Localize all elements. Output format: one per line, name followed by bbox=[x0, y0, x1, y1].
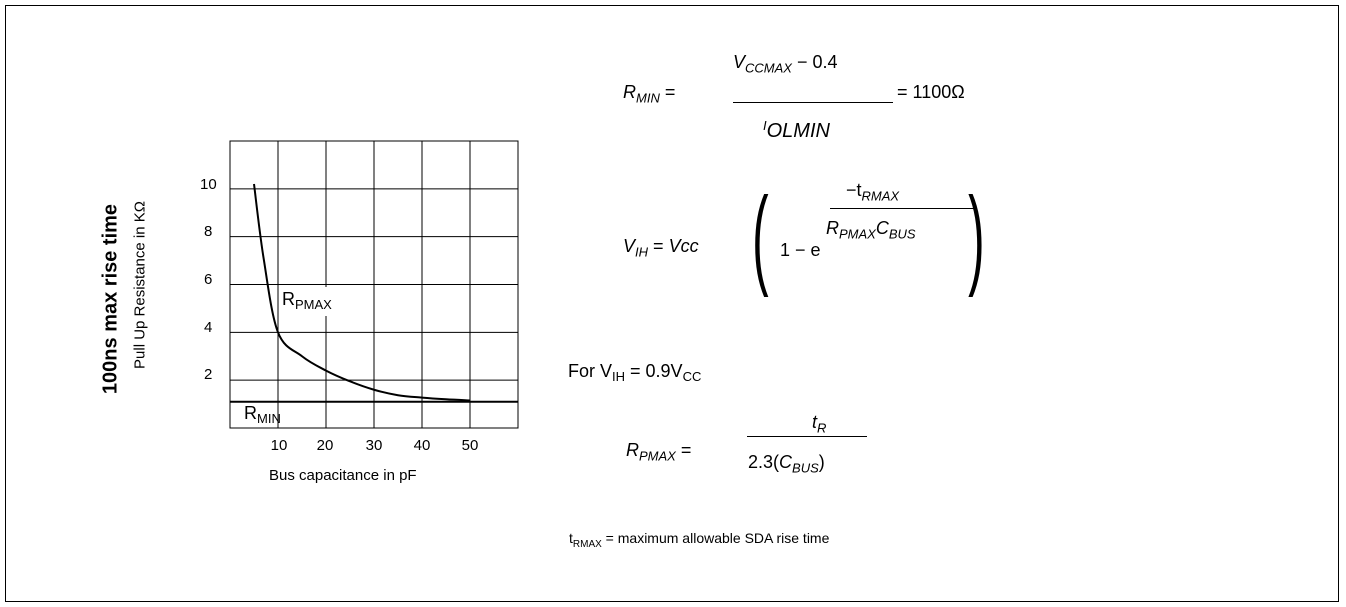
eq-rpmax-lhs: RPMAX = bbox=[626, 440, 692, 464]
trmax-note: tRMAX = maximum allowable SDA rise time bbox=[569, 530, 830, 550]
rmin-label: RMIN bbox=[244, 403, 281, 426]
x-tick-30: 30 bbox=[365, 437, 383, 454]
figure-frame bbox=[5, 5, 1339, 602]
eq-rmin-result: = 1100Ω bbox=[897, 82, 965, 102]
x-tick-10: 10 bbox=[270, 437, 288, 454]
eq-vih-exp-denominator: RPMAXCBUS bbox=[826, 218, 916, 242]
y-tick-6: 6 bbox=[204, 271, 213, 288]
rpmax-curve bbox=[253, 183, 471, 402]
rpmax-label: RPMAX bbox=[280, 287, 340, 316]
x-tick-20: 20 bbox=[316, 437, 334, 454]
eq-vih-lhs: VIH = Vcc bbox=[623, 236, 699, 260]
x-tick-40: 40 bbox=[413, 437, 431, 454]
eq-rmin-lhs: RMIN = bbox=[623, 82, 676, 106]
eq-rpmax-fraction-bar bbox=[747, 436, 867, 437]
eq-vih-one-minus: 1 − e bbox=[780, 240, 821, 260]
eq-rmin-fraction-bar bbox=[733, 102, 893, 103]
eq-rpmax-numerator: tR bbox=[812, 412, 827, 436]
x-axis-title: Bus capacitance in pF bbox=[269, 467, 417, 484]
plot-area-border bbox=[229, 140, 519, 429]
y-tick-4: 4 bbox=[204, 319, 213, 336]
eq-vih-exp-numerator: −tRMAX bbox=[846, 180, 900, 204]
eq-rmin-denominator: IOLMIN bbox=[763, 118, 830, 142]
y-tick-2: 2 bbox=[204, 366, 213, 383]
y-tick-10: 10 bbox=[200, 176, 217, 193]
for-condition: For VIH = 0.9VCC bbox=[568, 361, 702, 384]
eq-rmin-numerator: VCCMAX − 0.4 bbox=[733, 52, 838, 76]
x-tick-50: 50 bbox=[461, 437, 479, 454]
y-tick-8: 8 bbox=[204, 223, 213, 240]
eq-vih-exp-bar bbox=[830, 208, 974, 209]
eq-rpmax-denominator: 2.3(CBUS) bbox=[748, 452, 825, 476]
left-paren: ( bbox=[752, 175, 769, 298]
right-paren: ) bbox=[968, 175, 985, 298]
